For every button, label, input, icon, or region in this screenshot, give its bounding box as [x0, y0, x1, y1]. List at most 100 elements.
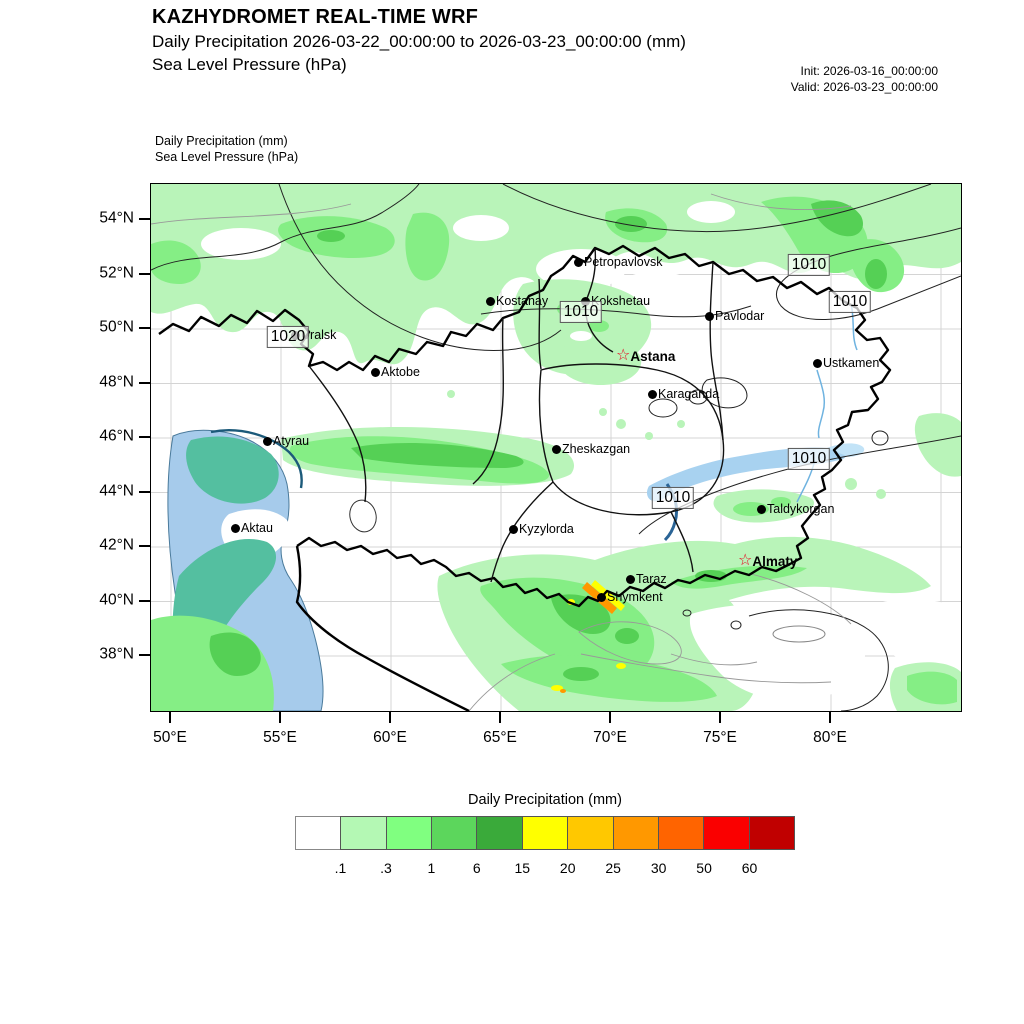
header: KAZHYDROMET REAL-TIME WRF Daily Precipit…: [152, 6, 686, 75]
lon-tick-mark: [169, 712, 171, 723]
lon-tick-label: 55°E: [263, 729, 297, 746]
legend-tick-label: 50: [696, 860, 712, 876]
city-star-icon: ☆: [738, 552, 753, 569]
lon-tick-mark: [829, 712, 831, 723]
lat-tick-label: 52°N: [99, 263, 134, 281]
legend-tick-label: 1: [427, 860, 436, 876]
city-dot-icon: [597, 592, 606, 602]
legend-color-bar: [295, 816, 795, 850]
country-border: [158, 244, 892, 711]
city-label: Taldykorgan: [767, 502, 835, 516]
lat-tick-mark: [139, 436, 150, 438]
legend-swatch: [340, 816, 387, 850]
legend-swatch: [295, 816, 342, 850]
lon-tick-mark: [609, 712, 611, 723]
lat-tick-mark: [139, 490, 150, 493]
city-marker: Ustkamen: [813, 356, 879, 370]
lat-tick-label: 48°N: [99, 372, 134, 390]
city-label: Almaty: [752, 553, 798, 569]
city-dot-icon: [231, 523, 240, 533]
city-marker: ☆ Astana: [616, 348, 675, 364]
city-dot-icon: [705, 311, 714, 321]
lat-tick-mark: [139, 327, 150, 329]
legend-tick-label: 6: [472, 860, 481, 876]
city-dot-icon: [648, 389, 657, 399]
legend-swatch: [703, 816, 750, 850]
city-label: Kostanay: [496, 294, 549, 308]
lat-tick-mark: [139, 545, 150, 547]
lon-tick-label: 65°E: [483, 729, 517, 746]
city-dot-icon: [626, 574, 635, 584]
legend-tick-label: 60: [741, 860, 758, 876]
city-marker: Kostanay: [486, 294, 548, 308]
pressure-label: 1020: [266, 325, 310, 349]
pressure-label: 1010: [828, 290, 872, 314]
city-marker: ☆ Almaty: [738, 553, 797, 569]
city-marker: Aktau: [231, 521, 273, 535]
city-dot-icon: [757, 504, 766, 514]
legend-swatch: [385, 816, 433, 850]
pressure-label: 1010: [651, 486, 695, 510]
city-dot-icon: [371, 367, 380, 377]
city-label: Zheskazgan: [562, 442, 631, 456]
city-marker: Zheskazgan: [552, 442, 630, 456]
legend-tick-label: 20: [559, 860, 576, 876]
legend-swatch: [476, 816, 523, 850]
lon-tick-label: 50°E: [153, 729, 187, 746]
city-label: Atyrau: [273, 434, 310, 448]
page-title: KAZHYDROMET REAL-TIME WRF: [152, 6, 479, 28]
lat-tick-mark: [139, 599, 150, 602]
city-dot-icon: [552, 444, 561, 454]
pressure-label: 1010: [559, 300, 603, 324]
legend-tick-label: 30: [650, 860, 667, 876]
pressure-label: 1010: [787, 253, 831, 277]
city-label: Karaganda: [658, 387, 720, 401]
lat-tick-label: 50°N: [99, 318, 134, 336]
city-label: Astana: [630, 348, 676, 364]
legend-tick-label: 25: [605, 860, 621, 876]
header-subtitle-precip: Daily Precipitation 2026-03-22_00:00:00 …: [152, 32, 686, 51]
legend-swatch: [431, 816, 478, 850]
map-art: [151, 184, 961, 711]
legend-tick-label: 15: [514, 860, 531, 876]
lat-tick-label: 44°N: [99, 481, 134, 499]
lat-tick-label: 40°N: [99, 590, 134, 608]
city-marker: Taraz: [626, 572, 667, 586]
lat-tick-label: 38°N: [99, 645, 134, 663]
city-dot-icon: [486, 296, 495, 306]
valid-time: Valid: 2026-03-23_00:00:00: [790, 80, 938, 95]
city-label: Uralsk: [301, 328, 337, 342]
lat-tick-mark: [139, 272, 150, 275]
header-subtitle-pressure: Sea Level Pressure (hPa): [152, 55, 347, 74]
city-marker: Taldykorgan: [757, 502, 834, 516]
lat-tick-label: 42°N: [99, 536, 134, 554]
legend-swatch: [612, 816, 659, 850]
city-dot-icon: [574, 257, 583, 267]
lon-tick-mark: [719, 712, 721, 723]
map-variable-pressure: Sea Level Pressure (hPa): [155, 149, 299, 164]
lat-tick-label: 46°N: [99, 427, 134, 445]
precip-legend: Daily Precipitation (mm) .1 .3 1 6 15 20 25 30 5…: [295, 792, 795, 880]
map-variable-precip: Daily Precipitation (mm): [155, 134, 288, 148]
city-dot-icon: [509, 524, 518, 534]
city-layer: Uralsk Petropavlovsk Kostanay Kokshetau Pavl…: [151, 184, 961, 711]
legend-title: Daily Precipitation (mm): [468, 792, 622, 808]
legend-swatch: [657, 816, 705, 850]
city-marker: Pavlodar: [705, 309, 764, 323]
legend-swatch: [748, 816, 795, 850]
city-label: Aktau: [241, 521, 273, 535]
city-dot-icon: [263, 436, 272, 446]
city-label: Aktobe: [381, 365, 420, 379]
lat-tick-mark: [139, 381, 150, 384]
lat-tick-label: 54°N: [99, 209, 134, 227]
city-label: Taraz: [636, 572, 667, 586]
precipitation-shading: [151, 184, 961, 711]
map-variable-labels: Daily Precipitation (mm) Sea Level Press…: [155, 134, 298, 165]
lon-tick-mark: [279, 712, 281, 723]
legend-swatch: [567, 816, 614, 850]
city-marker: Shymkent: [597, 590, 663, 604]
init-time: Init: 2026-03-16_00:00:00: [800, 64, 938, 78]
lat-tick-mark: [139, 654, 150, 656]
run-info: Init: 2026-03-16_00:00:00 Valid: 2026-03…: [791, 63, 938, 95]
